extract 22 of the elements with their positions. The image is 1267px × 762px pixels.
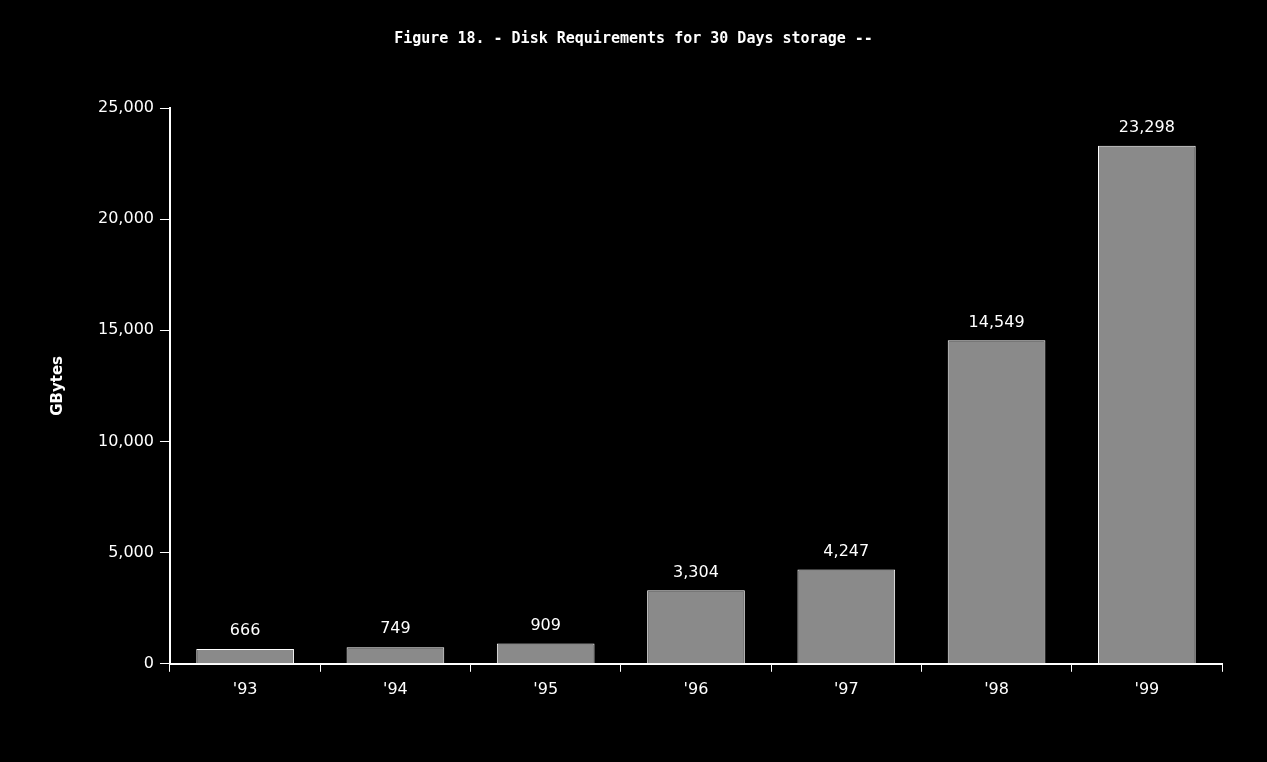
y-tick-label: 20,000	[98, 208, 154, 228]
y-tick-label: 10,000	[98, 430, 154, 450]
y-tick-label: 25,000	[98, 97, 154, 117]
data-label: 14,549	[968, 311, 1025, 331]
y-tick-label: 15,000	[98, 319, 154, 339]
x-tick-label: '96	[683, 678, 709, 698]
x-tick-label: '98	[984, 678, 1009, 698]
data-label: 666	[229, 620, 261, 640]
x-tick-label: '97	[833, 678, 859, 698]
x-tick-label: '94	[383, 678, 408, 698]
x-tick-label: '99	[1134, 678, 1160, 698]
data-label: 23,298	[1118, 117, 1175, 136]
data-label: 3,304	[673, 561, 719, 581]
chart-title: Figure 18. - Disk Requirements for 30 Days storage --	[394, 28, 873, 47]
data-label: 909	[530, 614, 561, 634]
data-label: 749	[380, 618, 411, 638]
data-label: 4,247	[823, 540, 870, 560]
y-axis-title: GBytes	[47, 355, 66, 416]
x-tick-label: '95	[533, 678, 559, 698]
x-tick-label: '93	[232, 678, 258, 698]
y-tick-label: 0	[143, 652, 154, 672]
y-tick-label: 5,000	[108, 541, 154, 561]
